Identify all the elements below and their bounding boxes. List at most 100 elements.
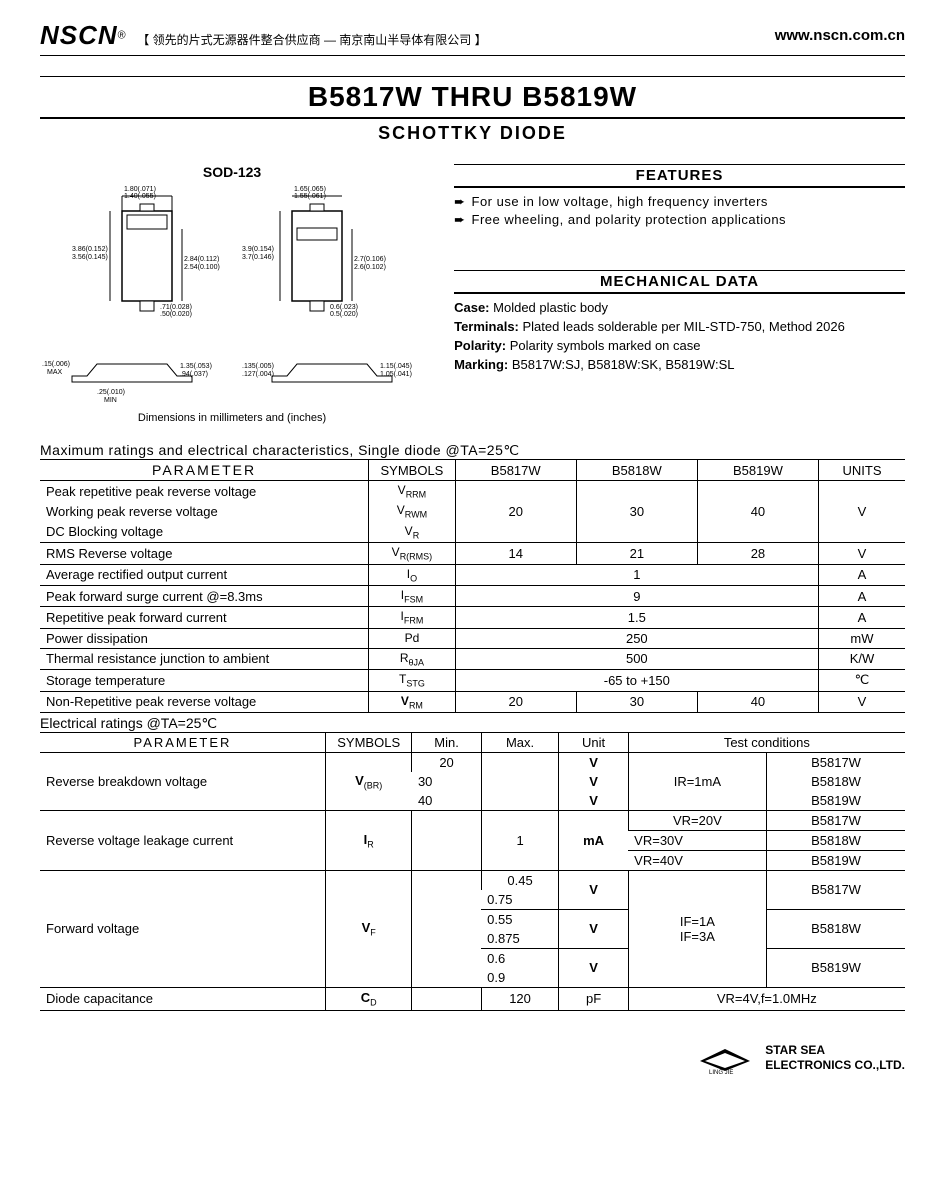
cell: B5819W xyxy=(767,791,905,811)
cell: mW xyxy=(818,628,905,648)
col-unit: Unit xyxy=(559,732,628,752)
cell: Diode capacitance xyxy=(40,987,325,1010)
cell: 28 xyxy=(697,543,818,564)
cell: mA xyxy=(559,810,628,870)
dim-text: 1.35(.053) xyxy=(180,363,212,370)
footer-company: STAR SEA ELECTRONICS CO.,LTD. xyxy=(765,1043,905,1072)
cell: RθJA xyxy=(369,648,456,669)
dim-text: 1.15(.045) xyxy=(380,363,412,370)
cell: V xyxy=(559,870,628,909)
col-b5818w: B5818W xyxy=(576,460,697,481)
cell: 1 xyxy=(481,810,559,870)
cell: -65 to +150 xyxy=(455,670,818,691)
cell: 14 xyxy=(455,543,576,564)
cell: 0.9 xyxy=(481,968,559,988)
table-row: Repetitive peak forward current IFRM 1.5… xyxy=(40,607,905,628)
cell: V xyxy=(818,543,905,564)
brand-block: NSCN® 【 领先的片式无源器件整合供应商 — 南京南山半导体有限公司 】 xyxy=(40,20,487,51)
page-header: NSCN® 【 领先的片式无源器件整合供应商 — 南京南山半导体有限公司 】 w… xyxy=(40,20,905,56)
cell: Average rectified output current xyxy=(40,564,369,585)
dim-text: 3.7(0.146) xyxy=(242,254,274,261)
cell: A xyxy=(818,585,905,606)
cell: VRWM xyxy=(369,501,456,521)
dim-text: .94(.037) xyxy=(180,371,208,378)
cell: V xyxy=(559,752,628,772)
ratings-caption: Maximum ratings and electrical character… xyxy=(40,442,905,459)
cell: VRRM xyxy=(369,481,456,502)
cell: pF xyxy=(559,987,628,1010)
table-header: PARAMETER SYMBOLS Min. Max. Unit Test co… xyxy=(40,732,905,752)
cell xyxy=(481,791,559,811)
dim-text: MAX xyxy=(47,369,63,376)
cell: VF xyxy=(325,870,412,987)
polarity-value: Polarity symbols marked on case xyxy=(510,338,701,353)
marking-value: B5817W:SJ, B5818W:SK, B5819W:SL xyxy=(512,357,735,372)
dim-text: 3.9(0.154) xyxy=(242,246,274,253)
cell: IR=1mA xyxy=(628,752,766,810)
cell: B5818W xyxy=(767,830,905,850)
table-row: Reverse voltage leakage current IR 1 mA … xyxy=(40,810,905,830)
dim-text: 1.65(.065) xyxy=(294,186,326,193)
dim-text: 2.84(0.112) xyxy=(184,256,219,263)
cell: B5817W xyxy=(767,810,905,830)
cell: 0.875 xyxy=(481,929,559,949)
dim-text: 2.7(0.106) xyxy=(354,256,386,263)
package-side-right: .135(.005) .127(.004) 1.15(.045) 1.05(.0… xyxy=(242,346,422,406)
footer-line1: STAR SEA xyxy=(765,1043,905,1057)
cell: CD xyxy=(325,987,412,1010)
cell: 40 xyxy=(697,481,818,543)
dim-text: 0.6(.023) xyxy=(330,304,358,311)
table-header: PARAMETER SYMBOLS B5817W B5818W B5819W U… xyxy=(40,460,905,481)
table-row: Reverse breakdown voltage V(BR) 20 V IR=… xyxy=(40,752,905,772)
cell: B5817W xyxy=(767,870,905,909)
cell: 21 xyxy=(576,543,697,564)
cell: IF=1AIF=3A xyxy=(628,870,766,987)
cell: TSTG xyxy=(369,670,456,691)
table-row: Peak forward surge current @=8.3ms IFSM … xyxy=(40,585,905,606)
table-row: RMS Reverse voltage VR(RMS) 14 21 28 V xyxy=(40,543,905,564)
col-b5819w: B5819W xyxy=(697,460,818,481)
cell: ℃ xyxy=(818,670,905,691)
cell xyxy=(412,870,481,987)
cell: Repetitive peak forward current xyxy=(40,607,369,628)
feature-text: Free wheeling, and polarity protection a… xyxy=(472,212,787,227)
cell: 0.55 xyxy=(481,909,559,929)
cell xyxy=(481,772,559,791)
brand-name: NSCN xyxy=(40,20,118,50)
cell: 0.6 xyxy=(481,948,559,968)
dim-text: 1.40(.055) xyxy=(124,193,156,200)
dim-text: .127(.004) xyxy=(242,371,274,378)
package-side-drawings: .15(.006) MAX 1.35(.053) .94(.037) .25(.… xyxy=(40,346,424,406)
terminals-value: Plated leads solderable per MIL-STD-750,… xyxy=(523,319,845,334)
package-column: SOD-123 1.80(.071) 1.40(.055) 3.86(0.152… xyxy=(40,164,424,424)
cell xyxy=(481,752,559,772)
cell: V xyxy=(559,791,628,811)
dim-text: .15(.006) xyxy=(42,361,70,368)
bullet-icon: ➨ xyxy=(454,212,465,227)
mechdata-heading: MECHANICAL DATA xyxy=(454,270,905,294)
registered-mark: ® xyxy=(118,30,126,42)
cell: A xyxy=(818,564,905,585)
cell: RMS Reverse voltage xyxy=(40,543,369,564)
col-symbols: SYMBOLS xyxy=(325,732,412,752)
features-heading: FEATURES xyxy=(454,164,905,188)
cell: V xyxy=(559,909,628,948)
cell: 0.75 xyxy=(481,890,559,910)
dim-text: 0.5(.020) xyxy=(330,311,358,318)
cell: V xyxy=(559,772,628,791)
cell: Power dissipation xyxy=(40,628,369,648)
cell: Peak repetitive peak reverse voltage xyxy=(40,481,369,502)
table-row: Storage temperature TSTG -65 to +150 ℃ xyxy=(40,670,905,691)
dim-text: .25(.010) xyxy=(97,389,125,396)
table-row: Non-Repetitive peak reverse voltage VRM … xyxy=(40,691,905,712)
dim-text: MIN xyxy=(104,397,117,404)
cell: 120 xyxy=(481,987,559,1010)
cell: 1.5 xyxy=(455,607,818,628)
cell: 20 xyxy=(455,691,576,712)
case-value: Molded plastic body xyxy=(493,300,608,315)
cell: Thermal resistance junction to ambient xyxy=(40,648,369,669)
title-block: B5817W THRU B5819W SCHOTTKY DIODE xyxy=(40,76,905,154)
dim-text: 1.55(.061) xyxy=(294,193,326,200)
table-row: Diode capacitance CD 120 pF VR=4V,f=1.0M… xyxy=(40,987,905,1010)
tagline: 【 领先的片式无源器件整合供应商 — 南京南山半导体有限公司 】 xyxy=(137,33,486,47)
